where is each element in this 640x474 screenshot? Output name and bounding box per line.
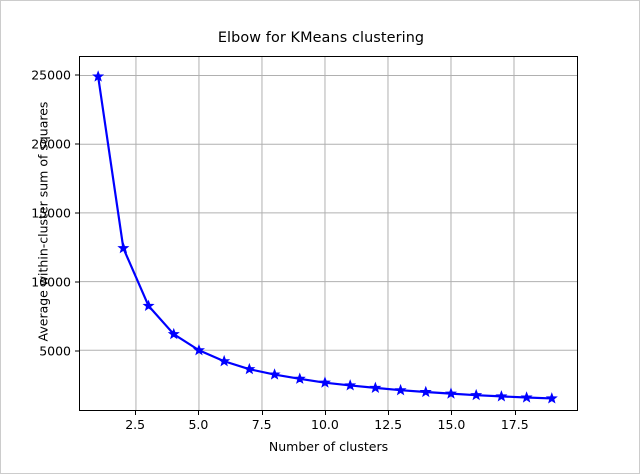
x-tick-mark <box>324 411 326 415</box>
data-point-marker <box>394 383 407 396</box>
data-point-marker <box>419 385 432 398</box>
data-point-marker <box>470 388 483 401</box>
data-point-marker <box>444 387 457 399</box>
data-point-marker <box>92 70 105 82</box>
data-point-marker <box>369 381 382 393</box>
data-point-marker <box>218 354 231 367</box>
y-tick-mark <box>75 281 79 283</box>
y-tick-label: 5000 <box>39 343 71 359</box>
x-tick-mark <box>388 411 390 415</box>
y-tick-mark <box>75 74 79 76</box>
x-tick-mark <box>135 411 137 415</box>
data-point-marker <box>142 299 155 311</box>
plot-area <box>79 56 578 411</box>
chart-title: Elbow for KMeans clustering <box>217 30 425 46</box>
data-point-marker <box>167 327 180 340</box>
x-tick-mark <box>514 411 516 415</box>
data-point-marker <box>243 362 256 375</box>
gridlines <box>80 57 577 410</box>
x-axis-tick-marks <box>79 411 578 419</box>
x-tick-label: 15.0 <box>437 417 466 432</box>
data-point-marker <box>520 391 533 403</box>
y-tick-mark <box>75 143 79 145</box>
x-tick-label: 12.5 <box>374 417 403 432</box>
x-tick-label: 5.0 <box>188 417 209 432</box>
x-axis-label: Number of clusters <box>268 439 389 454</box>
y-tick-label: 20000 <box>31 136 71 152</box>
x-tick-label: 17.5 <box>500 417 529 432</box>
data-point-marker <box>117 241 130 254</box>
y-axis-tick-marks <box>71 56 79 411</box>
x-tick-mark <box>261 411 263 415</box>
y-axis-tick-labels: 5000 10000 15000 20000 25000 <box>1 56 71 411</box>
y-tick-mark <box>75 350 79 352</box>
x-tick-mark <box>451 411 453 415</box>
data-point-marker <box>318 376 331 388</box>
data-series-line <box>92 70 558 404</box>
x-tick-label: 7.5 <box>251 417 272 432</box>
x-tick-label: 10.0 <box>311 417 339 432</box>
data-point-marker <box>545 392 558 404</box>
y-axis-label: Average within-cluster sum of squares <box>35 101 51 342</box>
y-tick-label: 25000 <box>31 67 71 83</box>
data-point-marker <box>293 372 306 384</box>
data-point-marker <box>495 390 508 402</box>
data-point-marker <box>192 343 205 356</box>
x-tick-label: 2.5 <box>125 417 146 432</box>
x-axis-tick-labels: 2.5 5.0 7.5 10.0 12.5 15.0 17.5 <box>79 417 578 435</box>
y-tick-label: 15000 <box>31 205 71 221</box>
data-point-marker <box>268 368 281 380</box>
data-point-marker <box>344 379 357 391</box>
x-tick-mark <box>198 411 200 415</box>
y-tick-label: 10000 <box>31 274 71 290</box>
y-tick-mark <box>75 212 79 214</box>
